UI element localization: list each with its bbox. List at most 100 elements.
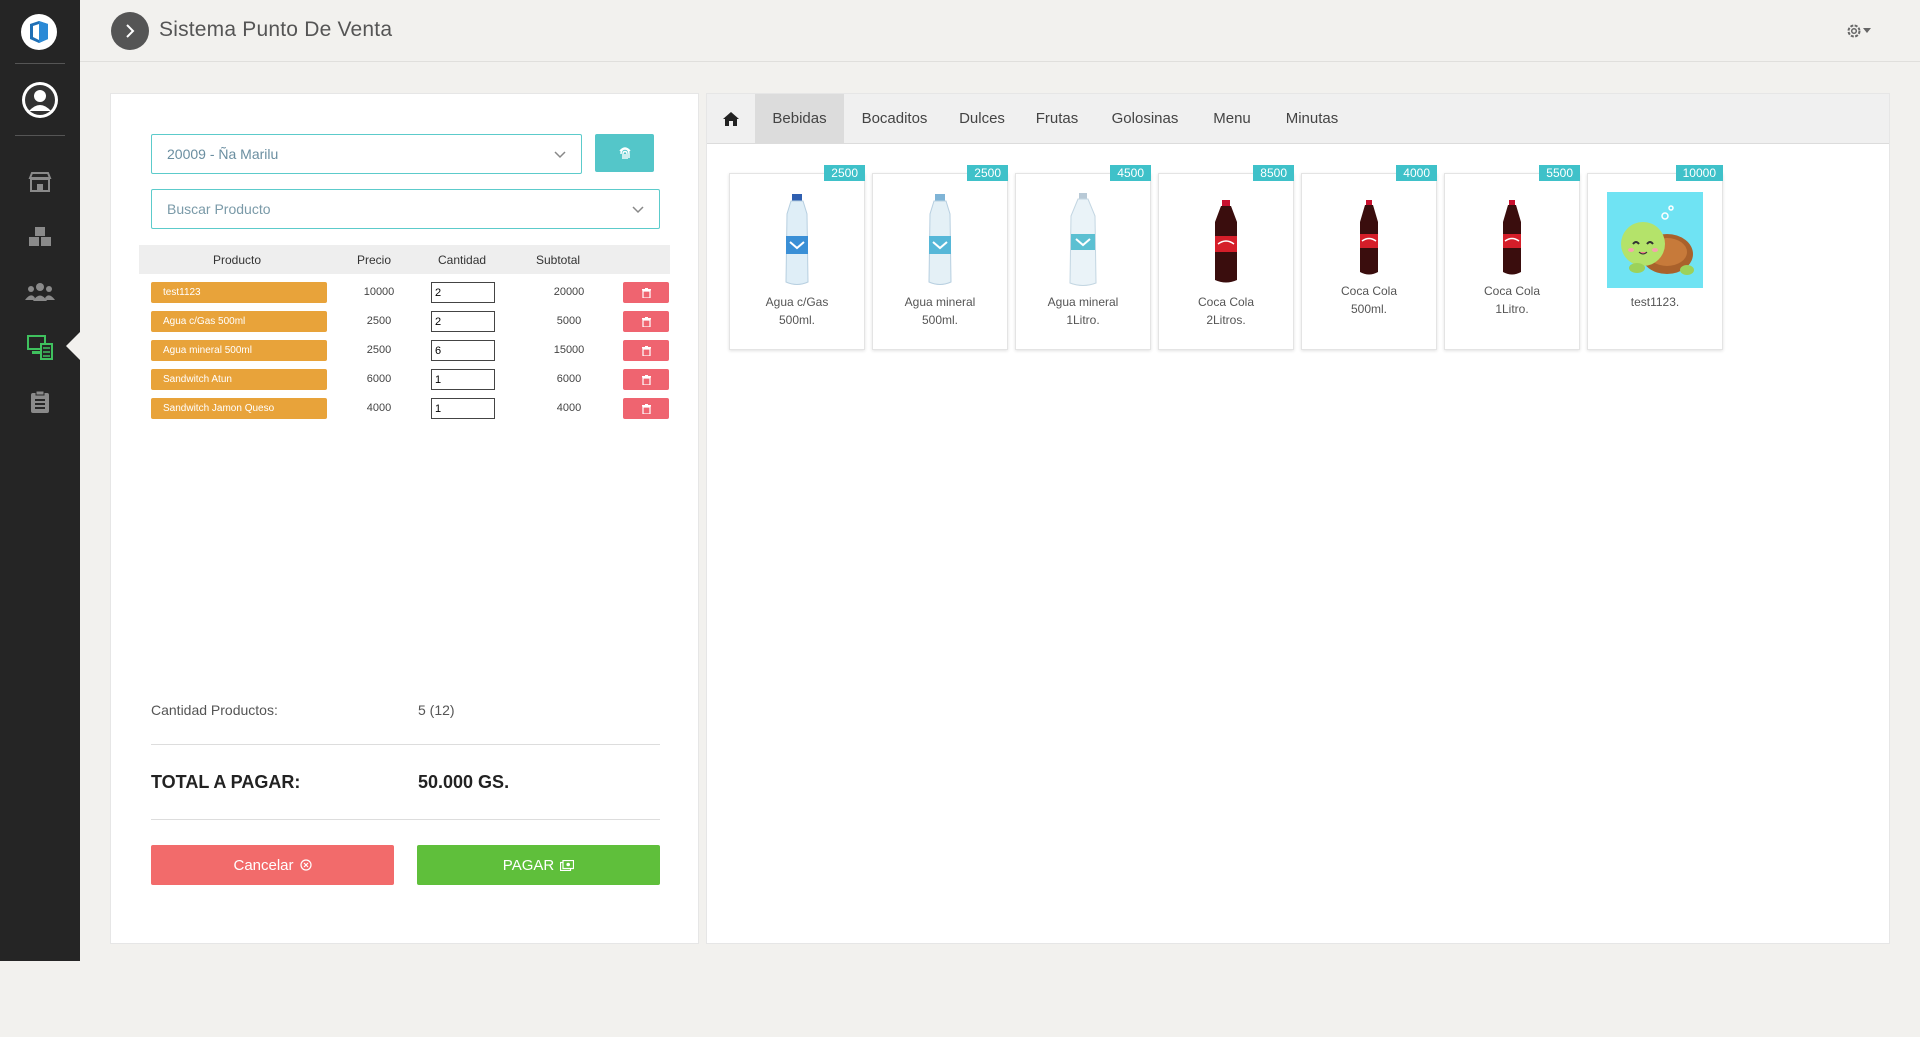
product-card[interactable]: 10000 test1123. [1587,165,1723,350]
user-icon [25,85,55,115]
sidebar-toggle-button[interactable] [111,12,149,50]
chevron-down-icon [554,151,566,159]
price-badge: 4000 [1396,165,1437,181]
water-bottle-icon [1069,193,1097,286]
users-icon [25,283,55,301]
table-row: Sandwitch Jamon Queso 4000 4000 [139,394,670,422]
cola-bottle-icon [1503,200,1521,275]
quantity-input[interactable] [431,282,495,303]
tab-bocaditos[interactable]: Bocaditos [861,110,928,127]
delete-item-button[interactable] [623,311,669,332]
delete-item-button[interactable] [623,340,669,361]
price-badge: 2500 [967,165,1008,181]
table-row: Agua mineral 500ml 2500 15000 [139,336,670,364]
user-avatar[interactable] [22,82,58,118]
product-card[interactable]: 2500 Agua c/Gas 500ml. [729,165,865,350]
sidebar-item-pos[interactable] [25,332,55,362]
cart-price: 4000 [366,402,392,414]
client-select[interactable]: 20009 - Ña Marilu [151,134,582,174]
cart-table-header: Producto Precio Cantidad Subtotal [139,245,670,274]
tab-home[interactable] [707,94,755,144]
cart-product-name[interactable]: Sandwitch Atun [151,369,327,390]
product-card[interactable]: 4000 Coca Cola 500ml. [1301,165,1437,350]
pay-button-label: PAGAR [502,856,555,874]
trash-icon [641,403,651,414]
turtle-image-icon [1607,192,1703,288]
pay-button[interactable]: PAGAR [417,845,660,885]
product-image [873,192,1007,288]
tab-frutas[interactable]: Frutas [1035,110,1079,127]
product-name: Coca Cola [1197,295,1255,309]
product-card[interactable]: 5500 Coca Cola 1Litro. [1444,165,1580,350]
product-name: Agua mineral [904,295,976,309]
cart-product-name[interactable]: Sandwitch Jamon Queso [151,398,327,419]
total-value: 50.000 GS. [418,772,510,792]
cart-price: 6000 [366,373,392,385]
quantity-input[interactable] [431,311,495,332]
cart-price: 2500 [366,344,392,356]
sidebar-divider [15,63,65,64]
cart-product-name[interactable]: test1123 [151,282,327,303]
chevron-down-icon [632,206,644,214]
trash-icon [641,316,651,327]
price-badge: 5500 [1539,165,1580,181]
sidebar-item-store[interactable] [25,167,55,197]
table-row: test1123 10000 20000 [139,278,670,306]
product-card[interactable]: 4500 Agua mineral 1Litro. [1015,165,1151,350]
cash-register-icon [27,335,53,360]
settings-menu-button[interactable] [1845,20,1875,42]
divider [151,744,660,745]
product-image [1016,192,1150,288]
cart-product-name[interactable]: Agua c/Gas 500ml [151,311,327,332]
tab-golosinas[interactable]: Golosinas [1111,110,1179,127]
product-image [1159,192,1293,288]
divider [151,819,660,820]
tab-dulces[interactable]: Dulces [959,110,1005,127]
product-size: 1Litro. [1066,313,1100,327]
total-label: TOTAL A PAGAR: [151,772,301,792]
delete-item-button[interactable] [623,398,669,419]
cart-price: 10000 [363,286,395,298]
app-logo[interactable] [21,14,57,50]
trash-icon [641,287,651,298]
col-product: Producto [213,253,262,267]
cancel-button[interactable]: Cancelar [151,845,394,885]
products-count-label: Cantidad Productos: [151,702,278,718]
quantity-input[interactable] [431,398,495,419]
sidebar-item-reports[interactable] [25,387,55,417]
cola-bottle-icon [1215,200,1237,283]
sidebar-item-users[interactable] [25,277,55,307]
gear-icon [1847,24,1861,38]
delete-item-button[interactable] [623,282,669,303]
sidebar-item-products[interactable] [25,222,55,252]
quantity-input[interactable] [431,340,495,361]
product-search-select[interactable]: Buscar Producto [151,189,660,229]
delete-item-button[interactable] [623,369,669,390]
money-bill-icon [560,859,575,871]
col-price: Precio [357,253,392,267]
cart-product-name[interactable]: Agua mineral 500ml [151,340,327,361]
boxes-icon [29,227,51,246]
price-badge: 8500 [1253,165,1294,181]
product-name: Coca Cola [1340,284,1398,298]
fingerprint-button[interactable] [595,134,654,172]
fingerprint-icon [618,147,631,159]
tab-bebidas[interactable]: Bebidas [755,94,844,144]
trash-icon [641,345,651,356]
cancel-button-label: Cancelar [233,856,294,874]
cola-bottle-icon [1360,200,1378,275]
product-image [1445,192,1579,288]
product-search-placeholder: Buscar Producto [167,201,271,217]
product-size: 500ml. [778,313,816,327]
times-circle-icon [299,859,312,871]
product-card[interactable]: 2500 Agua mineral 500ml. [872,165,1008,350]
top-header: Sistema Punto De Venta [80,0,1920,62]
tab-menu[interactable]: Menu [1213,110,1251,127]
table-row: Agua c/Gas 500ml 2500 5000 [139,307,670,335]
tab-minutas[interactable]: Minutas [1285,110,1339,127]
quantity-input[interactable] [431,369,495,390]
table-row: Sandwitch Atun 6000 6000 [139,365,670,393]
caret-down-icon [1863,28,1871,33]
cart-subtotal: 5000 [556,315,582,327]
product-card[interactable]: 8500 Coca Cola 2Litros. [1158,165,1294,350]
